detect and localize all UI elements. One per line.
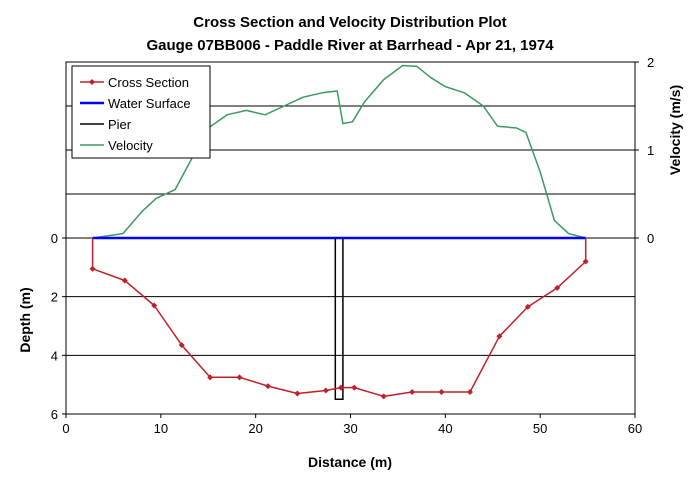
cross-section-point [294, 390, 301, 397]
cross-section-point [207, 374, 214, 381]
legend: Cross Section Water Surface Pier Velocity [71, 65, 211, 159]
legend-marker [89, 79, 95, 85]
y-left-tick-label: 4 [51, 348, 58, 363]
chart-subtitle: Gauge 07BB006 - Paddle River at Barrhead… [146, 37, 554, 54]
cross-section-point [524, 303, 531, 310]
cross-section-point [151, 302, 158, 309]
cross-section-point [338, 384, 345, 391]
cross-section-point [554, 284, 561, 291]
x-tick-label: 30 [343, 421, 357, 436]
cross-section-point [466, 389, 473, 395]
cross-section-point [496, 333, 503, 340]
y-left-tick-label: 2 [51, 290, 58, 305]
cross-section-point [89, 265, 96, 272]
legend-label: Cross Section [108, 75, 189, 90]
y-right-tick-label: 0 [647, 231, 654, 246]
cross-section-point [351, 384, 358, 391]
cross-section-point [178, 342, 185, 349]
series-layer [89, 64, 589, 401]
x-tick-label: 40 [438, 421, 452, 436]
pier-line [334, 238, 344, 401]
cross-section-point [322, 387, 329, 394]
x-tick-label: 20 [248, 421, 262, 436]
legend-label: Velocity [108, 138, 153, 153]
cross-section-point [582, 258, 589, 265]
cross-section-point [438, 389, 445, 395]
x-axis-label: Distance (m) [308, 454, 392, 470]
x-tick-label: 60 [628, 421, 642, 436]
x-tick-label: 0 [62, 421, 69, 436]
y-right-tick-label: 2 [647, 55, 654, 70]
y-axis-right-label: Velocity (m/s) [667, 85, 683, 175]
y-left-tick-label: 0 [51, 231, 58, 246]
cross-section-point [409, 389, 416, 395]
y-right-tick-label: 1 [647, 143, 654, 158]
cross-section-point [236, 374, 243, 381]
y-axis-left-label: Depth (m) [17, 287, 33, 352]
chart-title: Cross Section and Velocity Distribution … [193, 14, 506, 31]
x-tick-label: 10 [154, 421, 168, 436]
legend-label: Water Surface [108, 96, 191, 111]
cross-section-point [264, 383, 271, 390]
x-tick-label: 50 [533, 421, 547, 436]
cross-section-point [121, 277, 128, 284]
cross-section-point [380, 393, 387, 400]
legend-label: Pier [108, 117, 132, 132]
y-left-tick-label: 6 [51, 407, 58, 422]
